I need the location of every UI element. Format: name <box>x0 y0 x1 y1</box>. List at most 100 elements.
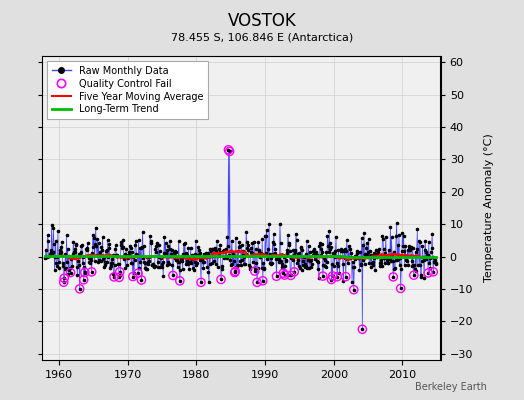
Point <box>98 247 106 254</box>
Point <box>311 256 320 262</box>
Point <box>232 264 241 270</box>
Point <box>286 248 294 254</box>
Point <box>400 262 409 268</box>
Point <box>230 257 238 264</box>
Point <box>295 263 303 269</box>
Point <box>156 263 165 270</box>
Point <box>254 265 262 272</box>
Point <box>341 246 350 252</box>
Point <box>238 248 247 254</box>
Point <box>401 243 409 249</box>
Point <box>43 254 51 260</box>
Point <box>196 257 204 264</box>
Point <box>249 252 258 258</box>
Point <box>148 262 156 268</box>
Point <box>370 250 378 257</box>
Point <box>80 277 88 283</box>
Point <box>351 253 359 259</box>
Point <box>190 267 198 274</box>
Point <box>334 262 342 269</box>
Point <box>353 248 361 254</box>
Point <box>363 240 371 246</box>
Text: Berkeley Earth: Berkeley Earth <box>416 382 487 392</box>
Point <box>384 260 392 266</box>
Point <box>52 260 60 266</box>
Point <box>423 252 432 258</box>
Point <box>117 238 125 245</box>
Point <box>182 250 190 256</box>
Point <box>185 266 193 272</box>
Point <box>88 269 96 275</box>
Point <box>429 269 438 275</box>
Point <box>138 229 147 235</box>
Point <box>107 259 115 266</box>
Point <box>342 274 350 280</box>
Point <box>56 250 64 256</box>
Point <box>391 257 400 264</box>
Point <box>77 249 85 255</box>
Point <box>49 225 58 231</box>
Point <box>431 257 439 263</box>
Point <box>256 253 264 260</box>
Point <box>345 254 353 261</box>
Point <box>372 247 380 253</box>
Point <box>394 255 402 262</box>
Point <box>151 248 160 255</box>
Point <box>136 245 144 252</box>
Point <box>280 272 289 278</box>
Point <box>380 255 388 262</box>
Point <box>376 263 384 270</box>
Point <box>222 252 230 259</box>
Point <box>214 252 222 259</box>
Point <box>288 257 297 263</box>
Point <box>43 232 52 238</box>
Point <box>291 246 300 253</box>
Point <box>408 262 416 269</box>
Point <box>102 247 111 253</box>
Point <box>57 249 66 256</box>
Point <box>242 251 250 257</box>
Point <box>154 258 162 265</box>
Point <box>304 257 312 263</box>
Point <box>230 252 238 259</box>
Point <box>220 254 228 261</box>
Point <box>72 241 81 248</box>
Point <box>61 251 70 257</box>
Point <box>292 231 300 238</box>
Point <box>419 257 428 263</box>
Point <box>258 236 266 242</box>
Point <box>341 255 349 261</box>
Point <box>93 252 101 258</box>
Point <box>177 258 185 264</box>
Point <box>273 253 281 260</box>
Point <box>215 246 224 252</box>
Point <box>124 254 133 261</box>
Point <box>427 249 435 256</box>
Point <box>115 274 123 281</box>
Point <box>250 268 259 274</box>
Point <box>137 277 146 283</box>
Point <box>187 245 195 252</box>
Point <box>170 249 178 255</box>
Point <box>97 244 106 250</box>
Point <box>149 261 158 267</box>
Point <box>237 242 246 248</box>
Point <box>208 245 216 252</box>
Point <box>139 242 148 249</box>
Point <box>108 252 117 258</box>
Point <box>404 262 412 268</box>
Point <box>367 264 375 270</box>
Point <box>353 250 362 256</box>
Point <box>241 254 249 260</box>
Point <box>255 246 263 253</box>
Point <box>74 258 82 264</box>
Point <box>274 254 282 260</box>
Point <box>154 264 162 270</box>
Point <box>397 285 405 292</box>
Point <box>45 253 53 260</box>
Point <box>335 270 344 276</box>
Point <box>157 261 166 267</box>
Point <box>114 261 123 268</box>
Point <box>156 247 164 254</box>
Point <box>206 261 214 268</box>
